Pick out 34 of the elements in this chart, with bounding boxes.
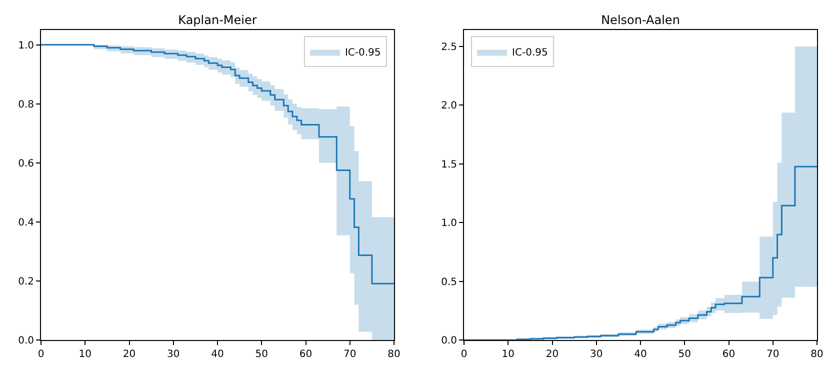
- y-tick-label: 0.2: [18, 276, 34, 288]
- x-tick-label: 10: [78, 349, 92, 360]
- x-tick-label: 0: [38, 349, 44, 360]
- x-tick-label: 60: [722, 349, 736, 360]
- x-tick-label: 20: [546, 349, 559, 360]
- x-tick-label: 70: [344, 349, 356, 360]
- x-tick-label: 40: [211, 349, 224, 360]
- y-tick-label: 0.6: [18, 158, 34, 170]
- y-tick-label: 2.0: [441, 100, 457, 112]
- y-tick-label: 0.4: [18, 217, 34, 228]
- x-tick-label: 60: [299, 349, 312, 360]
- x-tick-label: 80: [388, 349, 400, 360]
- y-tick-label: 2.5: [441, 42, 457, 53]
- x-tick-label: 20: [122, 349, 136, 360]
- x-tick-label: 70: [766, 349, 780, 360]
- x-tick-label: 50: [678, 349, 691, 360]
- legend-label: IC-0.95: [512, 48, 548, 59]
- x-tick-label: 10: [502, 349, 514, 360]
- x-tick-label: 30: [167, 349, 180, 360]
- chart-title: Kaplan-Meier: [178, 13, 257, 27]
- y-tick-label: 1.5: [441, 159, 457, 170]
- y-tick-label: 1.0: [18, 40, 34, 52]
- y-tick-label: 0.0: [441, 336, 457, 346]
- legend-label: IC-0.95: [344, 48, 381, 59]
- x-tick-label: 30: [590, 349, 603, 360]
- x-tick-label: 80: [810, 349, 824, 360]
- y-tick-label: 0.8: [18, 99, 34, 110]
- x-tick-label: 50: [255, 349, 268, 360]
- y-tick-label: 1.0: [441, 218, 457, 230]
- y-tick-label: 0.5: [441, 276, 457, 288]
- y-tick-label: 0.0: [18, 336, 34, 346]
- chart-title: Nelson-Aalen: [601, 13, 680, 27]
- x-tick-label: 0: [460, 349, 468, 360]
- x-tick-label: 40: [634, 349, 647, 360]
